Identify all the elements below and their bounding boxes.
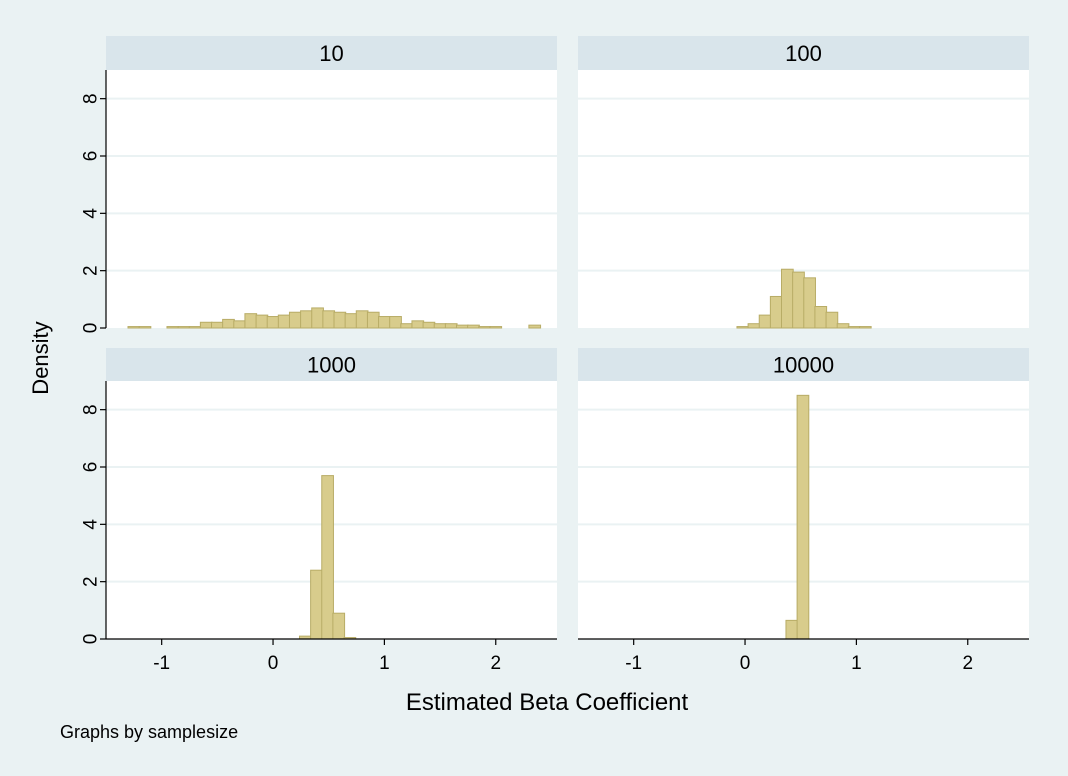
histogram-bar — [166, 326, 180, 329]
histogram-bar — [127, 326, 141, 329]
x-tick-label: -1 — [153, 653, 170, 674]
y-axis-label: Density — [28, 321, 53, 394]
histogram-bar — [528, 324, 542, 329]
y-tick-label: 0 — [81, 323, 102, 334]
histogram-bar — [422, 321, 436, 329]
x-tick-label: 0 — [740, 653, 751, 674]
histogram-bar — [266, 316, 280, 329]
histogram-bar — [803, 277, 816, 329]
histogram-bar — [825, 311, 839, 329]
histogram-bar — [244, 313, 258, 329]
histogram-bar — [781, 268, 794, 329]
histogram-bar — [389, 316, 402, 329]
histogram-bar — [736, 326, 750, 329]
histogram-bar — [478, 326, 491, 329]
panel-strip-label: 1000 — [307, 353, 356, 378]
histogram-bar — [277, 314, 291, 329]
histogram-bar — [433, 323, 447, 329]
histogram-bar — [814, 306, 828, 329]
histogram-bar — [847, 326, 861, 329]
histogram-bar — [378, 316, 391, 329]
panel-plot-area — [106, 70, 557, 328]
histogram-bar — [322, 310, 336, 329]
histogram-bar — [758, 314, 772, 329]
histogram-bar — [411, 320, 425, 329]
x-tick-label: 2 — [490, 653, 501, 674]
histogram-bar — [366, 311, 380, 329]
histogram-bar — [355, 310, 369, 329]
histogram-bar — [455, 324, 469, 329]
panel-strip — [106, 36, 557, 70]
y-tick-label: 2 — [81, 265, 102, 276]
x-axis-label: Estimated Beta Coefficient — [406, 689, 689, 716]
y-tick-label: 0 — [81, 634, 102, 645]
histogram-bar — [255, 314, 269, 329]
facet-panel-10: 10 0 2 4 6 8 — [81, 36, 557, 333]
histogram-bar — [199, 321, 213, 329]
x-tick-label: 1 — [379, 653, 390, 674]
histogram-bar — [769, 295, 783, 329]
graphs-by-note: Graphs by samplesize — [60, 722, 238, 742]
histogram-bar — [222, 318, 235, 329]
histogram-bar — [233, 320, 246, 329]
histogram-bar — [321, 475, 334, 640]
histogram-bar — [177, 326, 191, 329]
y-tick-label: 2 — [81, 576, 102, 587]
histogram-bar — [211, 321, 224, 329]
histogram-bar — [332, 612, 346, 640]
y-tick-label: 6 — [81, 462, 102, 473]
y-tick-label: 4 — [81, 519, 102, 530]
panel-strip-label: 100 — [785, 41, 822, 66]
histogram-bar — [288, 311, 302, 329]
panel-strip-label: 10 — [319, 41, 343, 66]
panel-strip-label: 10000 — [773, 353, 834, 378]
histogram-bar — [444, 323, 458, 329]
histogram-bar — [467, 324, 480, 329]
y-tick-label: 8 — [81, 404, 102, 415]
histogram-bar — [858, 326, 872, 329]
histogram-bar — [344, 313, 358, 329]
x-tick-label: 1 — [851, 653, 862, 674]
x-tick-label: 0 — [268, 653, 279, 674]
histogram-bar — [836, 323, 850, 329]
panel-strip — [578, 348, 1029, 381]
histogram-bar — [138, 326, 152, 329]
histogram-bar — [310, 569, 323, 640]
facet-panel-100: 100 — [578, 36, 1029, 329]
histogram-bar — [796, 394, 810, 640]
x-tick-label: 2 — [962, 653, 973, 674]
histogram-bar — [489, 326, 503, 329]
y-tick-label: 6 — [81, 151, 102, 162]
facet-panel-10000: 10000 -1 0 1 2 — [578, 348, 1029, 674]
x-tick-label: -1 — [625, 653, 642, 674]
histogram-bar — [792, 271, 805, 329]
panel-strip — [106, 348, 557, 381]
histogram-bar — [785, 619, 799, 640]
histogram-bar — [311, 307, 324, 329]
y-tick-label: 4 — [81, 208, 102, 219]
histogram-bar — [747, 323, 761, 329]
histogram-bar — [188, 326, 202, 329]
histogram-bar — [400, 323, 414, 329]
histogram-bar — [300, 310, 313, 329]
histogram-bar — [333, 311, 347, 329]
panel-strip — [578, 36, 1029, 70]
facet-panel-1000: 1000 0 2 4 6 8 -1 0 1 2 — [81, 348, 557, 674]
y-tick-label: 8 — [81, 93, 102, 104]
